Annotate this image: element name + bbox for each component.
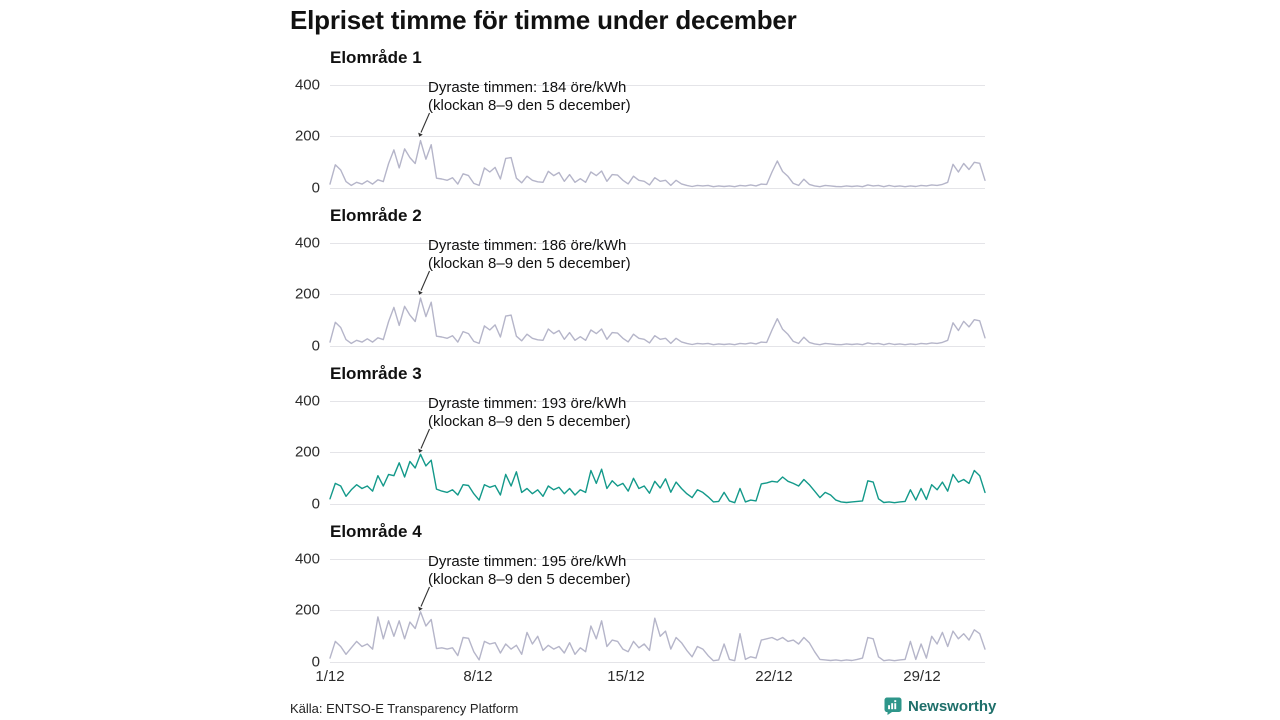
source-caption: Källa: ENTSO-E Transparency Platform — [290, 701, 519, 716]
plot-area: 400 200 0 — [295, 551, 986, 671]
plot-area: 400 200 0 — [295, 235, 986, 355]
x-tick-label: 8/12 — [463, 668, 493, 685]
y-tick-label: 0 — [311, 495, 320, 513]
x-axis: 1/12 8/12 15/12 22/12 29/12 — [315, 668, 985, 688]
annotation-line-2: (klockan 8–9 den 5 december) — [428, 413, 631, 430]
gridline-400 — [330, 85, 985, 86]
newsworthy-wordmark: Newsworthy — [908, 697, 997, 715]
y-tick-label: 0 — [311, 653, 320, 671]
price-line — [329, 139, 986, 188]
panel-title: Elområde 4 — [330, 522, 422, 541]
annotation-line-1: Dyraste timmen: 193 öre/kWh — [428, 395, 627, 412]
annotation-arrow-icon — [418, 428, 431, 453]
annotation-arrow-icon — [418, 270, 431, 295]
panel-title: Elområde 3 — [330, 364, 422, 383]
annotation-arrow-icon — [418, 586, 431, 611]
gridline-200 — [330, 136, 985, 137]
y-tick-label: 200 — [294, 601, 320, 619]
x-tick-label: 29/12 — [903, 668, 941, 685]
gridline-0 — [330, 188, 985, 189]
annotation-line-2: (klockan 8–9 den 5 december) — [428, 97, 631, 114]
x-tick-label: 1/12 — [315, 668, 345, 685]
gridline-200 — [330, 294, 985, 295]
annotation-line-1: Dyraste timmen: 186 öre/kWh — [428, 237, 627, 254]
panel-elomrade-3: Elområde 3 400 200 0 Dyraste timmen: 193… — [295, 364, 986, 513]
y-tick-label: 200 — [294, 285, 320, 303]
gridline-0 — [330, 504, 985, 505]
chart-title: Elpriset timme för timme under december — [290, 5, 797, 35]
peak-annotation: Dyraste timmen: 186 öre/kWh (klockan 8–9… — [428, 237, 631, 273]
gridline-400 — [330, 401, 985, 402]
gridline-200 — [330, 452, 985, 453]
x-tick-label: 15/12 — [607, 668, 645, 685]
plot-area: 400 200 0 — [295, 393, 986, 513]
plot-area: 400 200 0 — [295, 77, 986, 197]
y-tick-label: 400 — [294, 76, 320, 94]
panel-elomrade-1: Elområde 1 400 200 0 Dyraste timmen: 184… — [295, 48, 986, 197]
gridline-400 — [330, 559, 985, 560]
annotation-line-2: (klockan 8–9 den 5 december) — [428, 571, 631, 588]
y-tick-label: 0 — [311, 179, 320, 197]
price-line — [329, 611, 986, 662]
peak-annotation: Dyraste timmen: 193 öre/kWh (klockan 8–9… — [428, 395, 631, 431]
panel-title: Elområde 1 — [330, 48, 422, 67]
annotation-line-2: (klockan 8–9 den 5 december) — [428, 255, 631, 272]
price-line — [329, 297, 986, 346]
gridline-400 — [330, 243, 985, 244]
panel-elomrade-2: Elområde 2 400 200 0 Dyraste timmen: 186… — [295, 206, 986, 355]
panel-elomrade-4: Elområde 4 400 200 0 Dyraste timmen: 195… — [295, 522, 986, 671]
y-tick-label: 200 — [294, 127, 320, 145]
peak-annotation: Dyraste timmen: 184 öre/kWh (klockan 8–9… — [428, 79, 631, 115]
gridline-0 — [330, 662, 985, 663]
x-tick-label: 22/12 — [755, 668, 793, 685]
panel-title: Elområde 2 — [330, 206, 422, 225]
y-tick-label: 400 — [294, 392, 320, 410]
annotation-line-1: Dyraste timmen: 195 öre/kWh — [428, 553, 627, 570]
y-tick-label: 0 — [311, 337, 320, 355]
price-line — [329, 453, 986, 504]
y-tick-label: 200 — [294, 443, 320, 461]
gridline-200 — [330, 610, 985, 611]
peak-annotation: Dyraste timmen: 195 öre/kWh (klockan 8–9… — [428, 553, 631, 589]
newsworthy-logo: Newsworthy — [884, 697, 996, 715]
annotation-line-1: Dyraste timmen: 184 öre/kWh — [428, 79, 627, 96]
annotation-arrow-icon — [418, 112, 431, 137]
y-tick-label: 400 — [294, 234, 320, 252]
y-tick-label: 400 — [294, 550, 320, 568]
gridline-0 — [330, 346, 985, 347]
newsworthy-icon — [884, 697, 902, 715]
